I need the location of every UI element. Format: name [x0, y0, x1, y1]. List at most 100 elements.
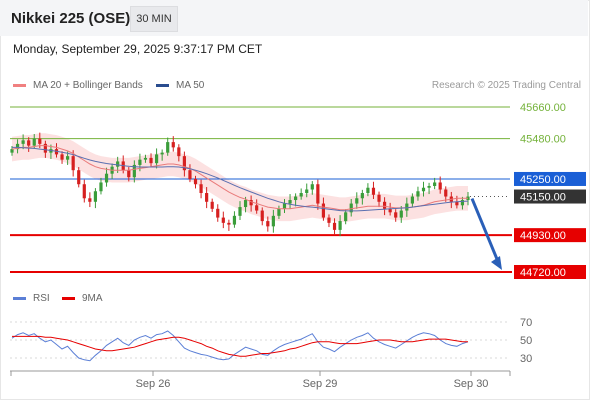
candle-body [182, 156, 186, 171]
candle-body [427, 185, 431, 188]
candle-body [116, 161, 120, 167]
candle-body [38, 138, 42, 144]
candle-body [405, 203, 409, 211]
candle-body [438, 182, 442, 190]
candle-body [205, 193, 209, 202]
rsi-9ma-line [12, 335, 468, 357]
level-label-bg-2 [514, 171, 586, 186]
level-label-4: 44930.00 [520, 230, 566, 242]
candle-body [199, 184, 203, 194]
candle-body [60, 154, 64, 160]
x-tick-label-1: Sep 29 [303, 378, 338, 390]
candle-body [299, 193, 303, 197]
x-tick-label-2: Sep 30 [454, 378, 489, 390]
candle-body [104, 173, 109, 183]
candle-body [82, 184, 86, 199]
candle-body [77, 170, 81, 185]
candle-body [349, 203, 353, 213]
rsi-tick-label-2: 30 [520, 353, 532, 365]
candle-body [249, 200, 253, 206]
candle-body [310, 184, 314, 190]
candle-body [171, 142, 175, 148]
candle-body [99, 182, 103, 192]
candle-body [166, 142, 170, 153]
legend-swatch-ma20 [13, 84, 26, 87]
level-label-0: 45660.00 [520, 102, 566, 114]
candle-body [271, 215, 275, 227]
candle-body [266, 221, 270, 227]
interval-button[interactable]: 30 MIN [130, 6, 178, 32]
candle-body [149, 157, 153, 164]
legend-label-ma20: MA 20 + Bollinger Bands [33, 80, 143, 91]
x-tick-label-0: Sep 26 [136, 378, 171, 390]
candle-body [421, 187, 426, 192]
candle-body [93, 191, 98, 202]
candle-body [455, 201, 459, 206]
legend-label-rsi: RSI [33, 293, 50, 304]
candle-body [332, 222, 337, 230]
legend-swatch-rsi [13, 297, 26, 300]
candle-body [377, 194, 381, 202]
candle-body [394, 212, 398, 218]
candle-body [88, 198, 92, 202]
candle-body [327, 217, 331, 223]
level-label-bg-3 [514, 189, 586, 204]
legend-label-ma50: MA 50 [176, 80, 205, 91]
candle-body [355, 198, 359, 204]
candle-body [282, 203, 287, 209]
watermark: Research © 2025 Trading Central [431, 80, 581, 91]
candle-body [294, 196, 298, 201]
candle-body [344, 212, 348, 222]
level-label-5: 44720.00 [520, 267, 566, 279]
level-label-2: 45250.00 [520, 174, 566, 186]
rsi-tick-label-1: 50 [520, 335, 532, 347]
candle-body [243, 200, 248, 208]
candle-body [154, 154, 159, 164]
candle-body [132, 164, 136, 178]
candle-body [127, 170, 131, 178]
candle-body [410, 196, 414, 204]
candle-body [66, 156, 70, 160]
candle-body [216, 208, 220, 218]
candle-body [305, 189, 309, 194]
level-label-3: 45150.00 [520, 192, 566, 204]
candle-body [32, 138, 36, 146]
candle-body [27, 140, 31, 146]
candle-body [238, 207, 242, 216]
forecast-arrow-head [491, 256, 502, 270]
rsi-tick-label-0: 70 [520, 317, 532, 329]
instrument-title: Nikkei 225 (OSE) [11, 10, 131, 27]
legend-swatch-ma50 [156, 84, 169, 87]
rsi-legend-item-rsi: RSI [13, 293, 50, 304]
header-bar [0, 0, 588, 36]
candle-body [143, 157, 148, 160]
candle-body [444, 189, 448, 197]
candle-body [255, 205, 259, 211]
ma50-line [12, 146, 469, 212]
timestamp: Monday, September 29, 2025 9:37:17 PM CE… [13, 42, 263, 56]
candle-body [260, 210, 264, 222]
candle-body [227, 222, 231, 225]
level-label-bg-5 [514, 265, 586, 279]
candle-body [188, 170, 192, 179]
rsi-line [11, 330, 469, 362]
candle-body [138, 159, 142, 165]
candle-body [193, 178, 198, 185]
candle-body [371, 187, 376, 195]
legend-item-ma50: MA 50 [156, 80, 204, 91]
candle-body [15, 143, 20, 150]
level-label-bg-4 [514, 228, 586, 243]
candle-body [10, 149, 14, 153]
candle-body [416, 191, 420, 197]
candle-body [210, 201, 214, 209]
candle-body [232, 215, 237, 225]
candle-body [221, 217, 225, 223]
candle-body [54, 149, 59, 155]
candle-body [277, 208, 281, 216]
candle-body [288, 200, 292, 204]
candle-body [460, 200, 465, 206]
candle-body [321, 203, 326, 218]
candle-body [338, 221, 342, 230]
candle-body [388, 208, 392, 213]
